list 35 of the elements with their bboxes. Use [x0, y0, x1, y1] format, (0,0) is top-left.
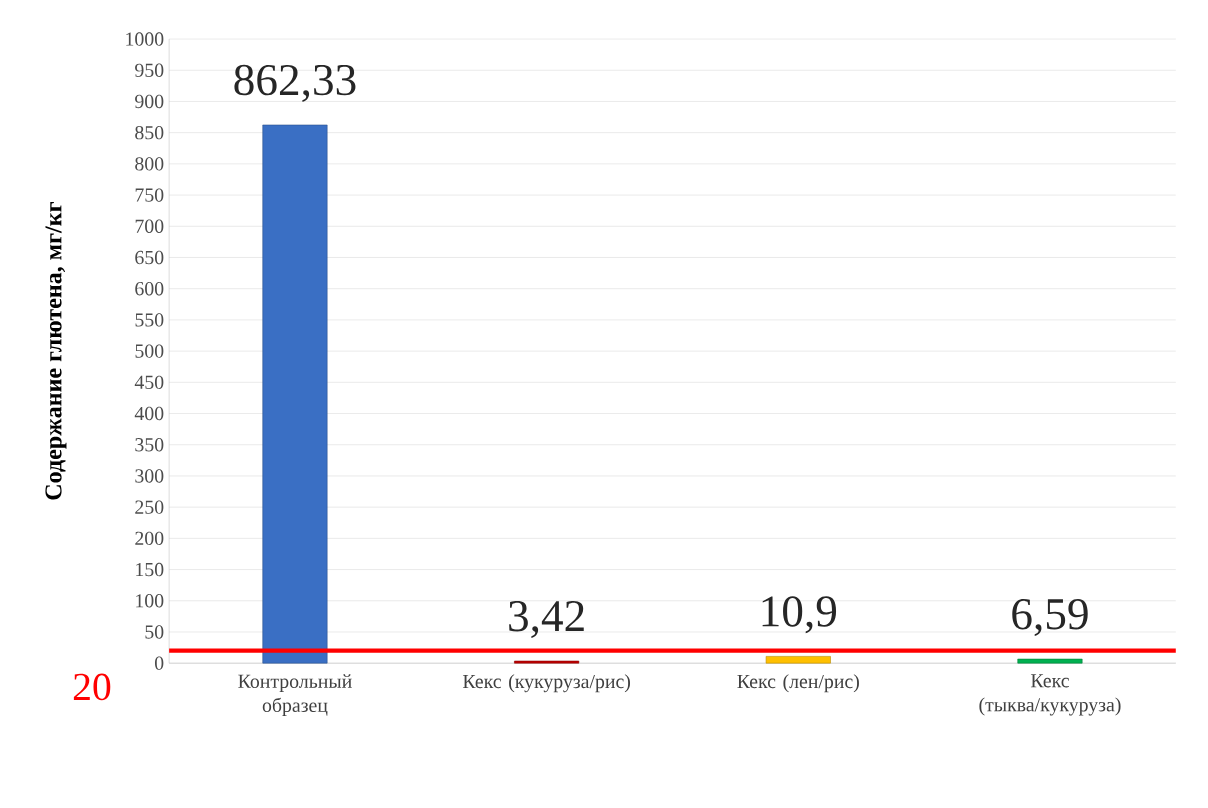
x-tick-label: Кекс (тыква/кукуруза) [979, 674, 1121, 716]
y-tick-label: 150 [136, 562, 164, 577]
y-axis-title: Содержание глютена, мг/кг [45, 202, 67, 500]
bar [262, 124, 328, 664]
y-tick-label: 950 [135, 63, 164, 77]
y-tick-label: 100 [136, 594, 164, 608]
y-tick-label: 600 [135, 281, 164, 296]
y-tick-label: 800 [135, 157, 164, 171]
y-tick-label: 400 [134, 406, 164, 421]
y-tick-label: 500 [135, 344, 164, 358]
y-tick-label: 700 [135, 219, 164, 233]
y-tick-label: 750 [135, 188, 164, 202]
bar [765, 656, 831, 664]
y-tick-label: 350 [135, 437, 164, 452]
y-tick-label: 550 [135, 313, 164, 327]
y-tick-label: 200 [135, 531, 164, 545]
y-tick-label: 450 [134, 375, 164, 389]
data-label: 6,59 [1012, 598, 1088, 636]
y-tick-label: 900 [135, 94, 164, 109]
x-tick-label: Контрольный образец [238, 674, 352, 716]
y-tick-label: 300 [135, 469, 164, 483]
y-tick-label: 1000 [126, 32, 164, 46]
x-tick-label: Кекс (лен/рис) [737, 674, 859, 693]
data-label: 10,9 [762, 596, 837, 634]
y-tick-label: 50 [145, 625, 164, 639]
data-label: 3,42 [509, 600, 584, 638]
y-tick-label: 0 [154, 656, 164, 670]
y-tick-label: 850 [135, 125, 164, 140]
bar [514, 660, 580, 664]
y-tick-label: 250 [135, 500, 164, 514]
y-tick-label: 650 [135, 250, 164, 265]
data-label: 862,33 [234, 64, 356, 102]
ref-line-label: 20 [73, 673, 111, 701]
bar [1017, 658, 1083, 664]
x-tick-label: Кекс (кукуруза/рис) [462, 674, 631, 693]
